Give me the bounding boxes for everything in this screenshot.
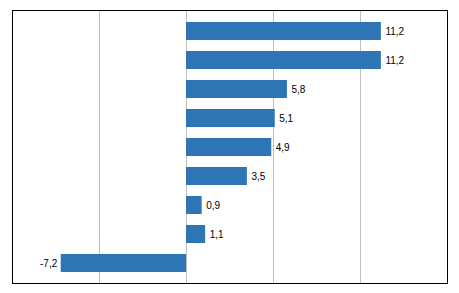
svg-text:-7,2: -7,2 [40, 258, 58, 269]
svg-text:3,5: 3,5 [251, 171, 265, 182]
svg-text:11,2: 11,2 [385, 26, 404, 37]
svg-text:1,1: 1,1 [210, 229, 224, 240]
svg-text:4,9: 4,9 [276, 142, 290, 153]
svg-text:11,2: 11,2 [385, 55, 404, 66]
svg-text:5,1: 5,1 [279, 113, 293, 124]
svg-text:5,8: 5,8 [291, 84, 305, 95]
svg-text:0,9: 0,9 [206, 200, 220, 211]
